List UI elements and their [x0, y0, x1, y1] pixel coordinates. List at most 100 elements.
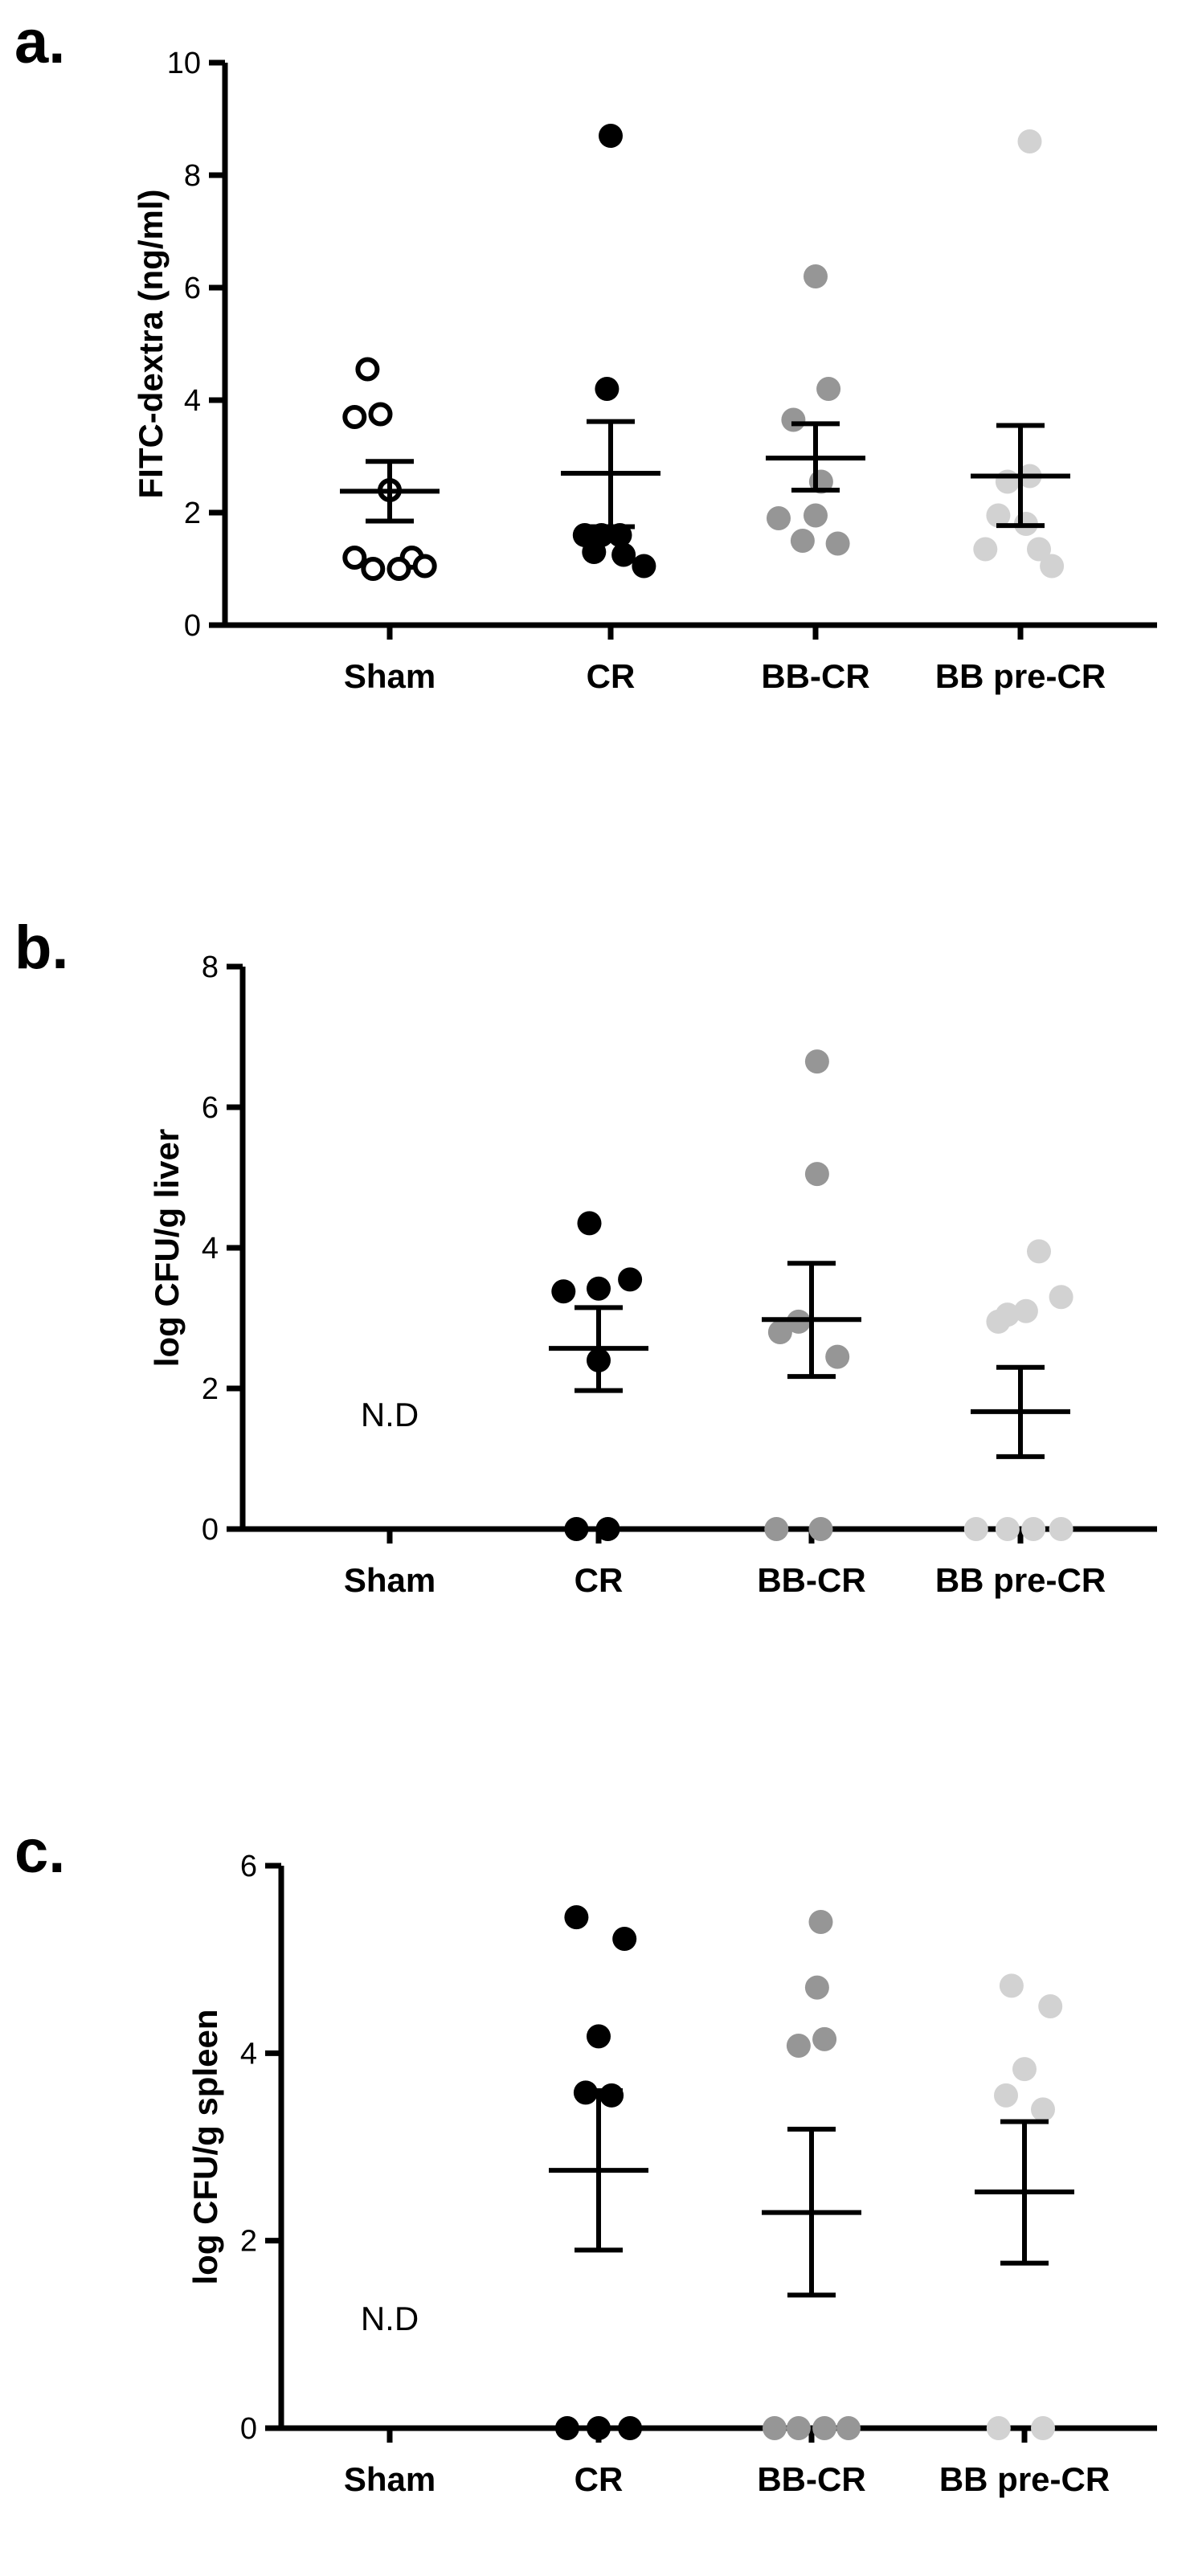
data-point — [587, 1276, 611, 1301]
data-point — [412, 554, 437, 579]
data-point — [1031, 2097, 1055, 2122]
data-point — [804, 264, 828, 288]
y-tick-label: 4 — [202, 1232, 219, 1266]
data-point — [763, 2416, 787, 2440]
data-point — [994, 2083, 1018, 2108]
y-tick-label: 0 — [202, 1513, 219, 1547]
x-category-label: CR — [575, 2460, 624, 2498]
data-point — [554, 2416, 579, 2440]
data-point — [1031, 2416, 1055, 2440]
x-category-label: BB-CR — [757, 2460, 865, 2498]
data-point — [1040, 554, 1065, 579]
data-point — [812, 2026, 837, 2051]
y-tick-label: 4 — [184, 384, 201, 418]
x-category-label: BB pre-CR — [935, 1561, 1106, 1599]
x-category-label: CR — [587, 657, 636, 695]
data-point — [386, 557, 411, 581]
data-point — [342, 546, 367, 570]
x-category-label: Sham — [344, 657, 436, 695]
data-point — [1038, 1994, 1063, 2018]
data-point — [1021, 1517, 1046, 1541]
data-point — [825, 1344, 850, 1369]
data-point — [786, 2034, 811, 2058]
data-point — [587, 2024, 611, 2049]
data-point — [564, 1517, 589, 1541]
chart-panel-b: b. log CFU/g liver 0 2 4 6 8 Sham CR BB-CR BB pre-… — [14, 914, 1157, 1599]
data-point — [611, 542, 636, 567]
data-point — [1012, 2057, 1037, 2082]
data-point — [804, 1049, 829, 1074]
data-point — [986, 1309, 1011, 1334]
y-tick-label: 2 — [202, 1372, 219, 1406]
data-point — [995, 469, 1020, 494]
data-point — [963, 1517, 988, 1541]
data-point — [587, 2416, 611, 2440]
panel-letter: b. — [14, 914, 69, 982]
x-category-label: BB pre-CR — [939, 2460, 1110, 2498]
data-point — [632, 554, 656, 579]
chart-panel-c: c. log CFU/g spleen 0 2 4 6 Sham CR BB-CR BB pre-… — [14, 1818, 1157, 2498]
data-point — [618, 2416, 643, 2440]
y-tick-label: 0 — [240, 2412, 257, 2446]
y-tick-label: 6 — [202, 1091, 219, 1125]
data-point — [1013, 1298, 1038, 1323]
data-point — [551, 1279, 576, 1304]
data-point — [1027, 537, 1051, 562]
data-point — [368, 402, 393, 427]
not-detected-label: N.D — [361, 1396, 419, 1433]
data-point — [973, 537, 998, 562]
data-point — [599, 124, 623, 148]
panel-letter: a. — [14, 8, 65, 76]
data-point — [1049, 1517, 1073, 1541]
data-point — [995, 1517, 1020, 1541]
data-point — [986, 2416, 1011, 2440]
data-point — [595, 1517, 620, 1541]
y-axis-title: log CFU/g spleen — [186, 2009, 224, 2284]
data-point — [812, 2416, 837, 2440]
data-point — [808, 1517, 833, 1541]
data-point — [764, 1517, 789, 1541]
y-tick-label: 8 — [202, 951, 219, 984]
data-point — [786, 2416, 811, 2440]
x-category-label: Sham — [344, 1561, 436, 1599]
data-point — [361, 557, 386, 581]
y-tick-label: 6 — [184, 272, 201, 305]
y-tick-label: 2 — [240, 2225, 257, 2259]
data-point — [790, 529, 815, 553]
data-point — [355, 357, 380, 382]
data-point — [999, 1973, 1024, 1998]
data-point — [595, 377, 620, 401]
data-point — [767, 1320, 792, 1344]
y-tick-label: 0 — [184, 609, 201, 643]
chart-panel-a: a. FITC-dextra (ng/ml) 0 2 4 6 8 10 Sham CR BB-CR B… — [14, 8, 1157, 695]
y-axis-title: FITC-dextra (ng/ml) — [132, 190, 170, 499]
data-point — [804, 503, 828, 528]
data-point — [808, 1910, 833, 1934]
data-point — [767, 506, 791, 530]
data-point — [612, 1927, 637, 1951]
data-point — [577, 1211, 602, 1236]
x-category-label: BB-CR — [757, 1561, 865, 1599]
data-point — [582, 540, 607, 564]
not-detected-label: N.D — [361, 2300, 419, 2337]
data-point — [825, 531, 850, 556]
data-point — [1049, 1285, 1073, 1310]
data-point — [986, 503, 1011, 528]
x-category-label: CR — [575, 1561, 624, 1599]
data-point — [804, 1975, 829, 2000]
data-point — [618, 1267, 643, 1292]
data-point — [804, 1162, 829, 1187]
data-point — [836, 2416, 861, 2440]
y-tick-label: 6 — [240, 1850, 257, 1883]
data-point — [564, 1905, 589, 1930]
x-category-label: BB-CR — [761, 657, 869, 695]
y-tick-label: 2 — [184, 497, 201, 530]
x-category-label: Sham — [344, 2460, 436, 2498]
data-point — [816, 377, 841, 401]
data-point — [1027, 1239, 1051, 1264]
data-point — [599, 2083, 624, 2108]
x-category-label: BB pre-CR — [935, 657, 1106, 695]
data-point — [342, 405, 367, 429]
y-axis-title: log CFU/g liver — [148, 1129, 186, 1367]
